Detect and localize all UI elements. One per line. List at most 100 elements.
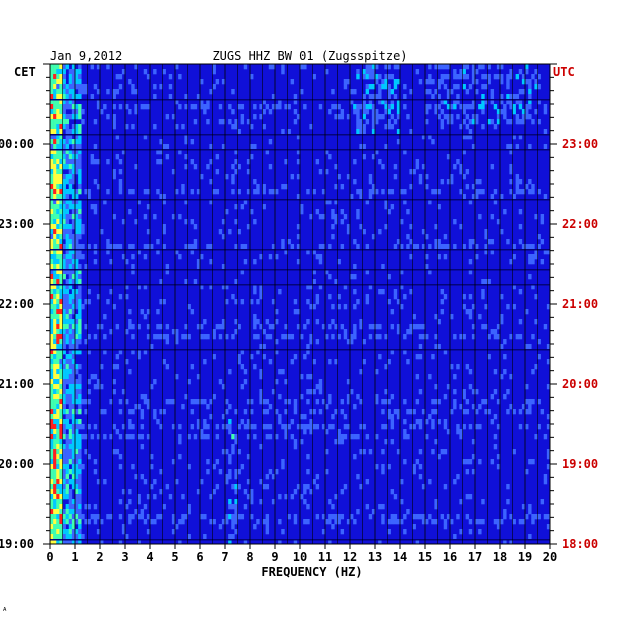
heatmap-cell	[200, 174, 204, 180]
heatmap-cell	[331, 104, 335, 110]
heatmap-cell	[106, 244, 110, 250]
heatmap-cell	[50, 274, 54, 280]
heatmap-cell	[156, 159, 160, 165]
heatmap-cell	[415, 354, 420, 360]
heatmap-cell	[53, 464, 57, 470]
heatmap-cell	[271, 94, 276, 100]
heatmap-cell	[496, 324, 501, 330]
heatmap-cell	[196, 399, 201, 405]
heatmap-cell	[118, 434, 123, 440]
heatmap-cell	[59, 99, 63, 105]
heatmap-cell	[59, 369, 63, 375]
heatmap-cell	[309, 214, 313, 220]
heatmap-cell	[450, 179, 454, 185]
heatmap-cell	[315, 339, 320, 345]
heatmap-cell	[56, 404, 60, 410]
heatmap-cell	[356, 114, 360, 120]
heatmap-cell	[56, 259, 60, 265]
heatmap-cell	[59, 289, 63, 295]
heatmap-cell	[409, 169, 413, 175]
heatmap-cell	[490, 239, 495, 245]
heatmap-cell	[53, 484, 57, 490]
heatmap-cell	[50, 454, 54, 460]
heatmap-cell	[359, 369, 363, 375]
heatmap-cell	[396, 139, 401, 145]
heatmap-cell	[81, 229, 85, 235]
heatmap-cell	[334, 114, 338, 120]
heatmap-cell	[56, 154, 60, 160]
heatmap-cell	[290, 79, 295, 85]
heatmap-cell	[240, 464, 245, 470]
x-tick-label: 1	[71, 550, 78, 564]
heatmap-cell	[490, 329, 495, 335]
heatmap-cell	[278, 494, 282, 500]
heatmap-cell	[68, 329, 73, 335]
heatmap-cell	[412, 464, 416, 470]
heatmap-cell	[503, 339, 507, 345]
heatmap-cell	[196, 424, 201, 430]
heatmap-cell	[53, 119, 57, 125]
heatmap-cell	[87, 244, 91, 250]
heatmap-cell	[78, 514, 82, 520]
heatmap-cell	[546, 424, 551, 430]
heatmap-cell	[509, 104, 513, 110]
heatmap-cell	[212, 84, 216, 90]
heatmap-cell	[50, 434, 54, 440]
heatmap-cell	[471, 104, 476, 110]
heatmap-cell	[59, 304, 63, 310]
heatmap-cell	[396, 79, 401, 85]
heatmap-cell	[53, 104, 57, 110]
heatmap-cell	[84, 299, 88, 305]
heatmap-cell	[528, 274, 532, 280]
heatmap-cell	[178, 454, 182, 460]
heatmap-cell	[65, 304, 70, 310]
heatmap-cell	[462, 244, 466, 250]
heatmap-cell	[62, 454, 66, 460]
heatmap-cell	[68, 364, 73, 370]
heatmap-cell	[356, 509, 360, 515]
x-tick-label: 0	[46, 550, 53, 564]
heatmap-cell	[187, 244, 191, 250]
heatmap-cell	[56, 459, 60, 465]
heatmap-cell	[75, 104, 79, 110]
heatmap-cell	[371, 189, 376, 195]
heatmap-cell	[118, 349, 123, 355]
heatmap-cell	[75, 304, 79, 310]
heatmap-cell	[56, 99, 60, 105]
heatmap-cell	[359, 224, 363, 230]
heatmap-cell	[71, 394, 76, 400]
heatmap-cell	[56, 344, 60, 350]
heatmap-cell	[284, 424, 288, 430]
heatmap-cell	[53, 139, 57, 145]
heatmap-cell	[393, 94, 398, 100]
heatmap-cell	[65, 234, 70, 240]
heatmap-cell	[206, 404, 210, 410]
heatmap-cell	[531, 74, 535, 80]
heatmap-cell	[78, 469, 82, 475]
heatmap-cell	[50, 519, 54, 525]
heatmap-cell	[118, 454, 123, 460]
heatmap-cell	[300, 374, 304, 380]
heatmap-cell	[503, 514, 507, 520]
heatmap-cell	[140, 104, 145, 110]
heatmap-cell	[75, 169, 79, 175]
heatmap-cell	[312, 189, 316, 195]
heatmap-cell	[78, 519, 82, 525]
heatmap-cell	[75, 459, 79, 465]
heatmap-cell	[543, 324, 548, 330]
heatmap-cell	[375, 119, 379, 125]
heatmap-cell	[87, 349, 91, 355]
heatmap-cell	[71, 484, 76, 490]
heatmap-cell	[118, 159, 123, 165]
heatmap-cell	[78, 524, 82, 530]
heatmap-cell	[118, 244, 123, 250]
heatmap-cell	[231, 124, 235, 130]
heatmap-cell	[465, 114, 470, 120]
heatmap-cell	[231, 534, 235, 540]
heatmap-cell	[281, 69, 285, 75]
cet-tick-label: 22:00	[0, 297, 34, 311]
heatmap-cell	[468, 119, 473, 125]
heatmap-cell	[71, 109, 76, 115]
heatmap-cell	[50, 439, 54, 445]
heatmap-cell	[481, 84, 485, 90]
